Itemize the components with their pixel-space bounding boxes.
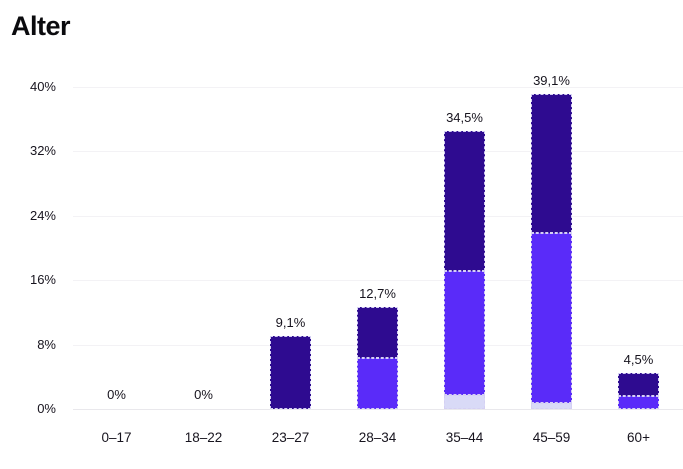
bar-segment-dark[interactable]	[357, 306, 398, 359]
bar-segment-dark[interactable]	[618, 372, 659, 397]
y-axis-tick: 32%	[29, 143, 56, 159]
gridline	[73, 280, 683, 282]
bar-segment-dark[interactable]	[531, 94, 572, 233]
bar-segment-light[interactable]	[531, 403, 572, 409]
gridline	[73, 87, 683, 88]
x-axis-label: 35–44	[445, 430, 484, 445]
bar-column-45-59[interactable]	[531, 94, 572, 409]
y-axis-tick: 8%	[37, 336, 56, 352]
x-axis-baseline	[73, 409, 683, 410]
x-axis-label: 0–17	[101, 430, 132, 445]
bar-value-label: 4,5%	[623, 351, 654, 367]
bar-column-23-27[interactable]	[270, 335, 311, 409]
y-axis-tick: 16%	[29, 272, 56, 288]
y-axis-tick: 24%	[29, 207, 56, 223]
x-axis-label: 18–22	[184, 430, 223, 445]
bar-segment-mid[interactable]	[618, 396, 659, 409]
gridline	[73, 151, 683, 153]
bar-column-28-34[interactable]	[357, 306, 398, 409]
bar-value-label: 39,1%	[533, 73, 570, 89]
bar-value-label: 0%	[107, 387, 126, 402]
chart-title: Alter	[11, 11, 71, 41]
bar-value-label: 9,1%	[275, 314, 306, 330]
x-axis-label: 23–27	[271, 430, 310, 445]
bar-value-label: 34,5%	[446, 110, 483, 126]
bar-segment-mid[interactable]	[357, 358, 398, 409]
bar-segment-mid[interactable]	[531, 232, 572, 404]
y-axis-tick: 0%	[37, 401, 56, 416]
bar-value-label: 0%	[194, 387, 213, 402]
x-axis-label: 60+	[627, 430, 650, 445]
bar-value-label: 12,7%	[359, 285, 396, 301]
x-axis-label: 28–34	[358, 430, 397, 445]
bar-segment-dark[interactable]	[270, 335, 311, 409]
gridline	[73, 215, 683, 217]
y-axis-tick: 40%	[29, 79, 56, 94]
bar-column-60+[interactable]	[618, 372, 659, 409]
bar-segment-dark[interactable]	[444, 131, 485, 271]
bar-segment-light[interactable]	[444, 394, 485, 409]
x-axis-label: 45–59	[532, 430, 571, 445]
bar-segment-mid[interactable]	[444, 270, 485, 395]
bar-column-35-44[interactable]	[444, 131, 485, 409]
